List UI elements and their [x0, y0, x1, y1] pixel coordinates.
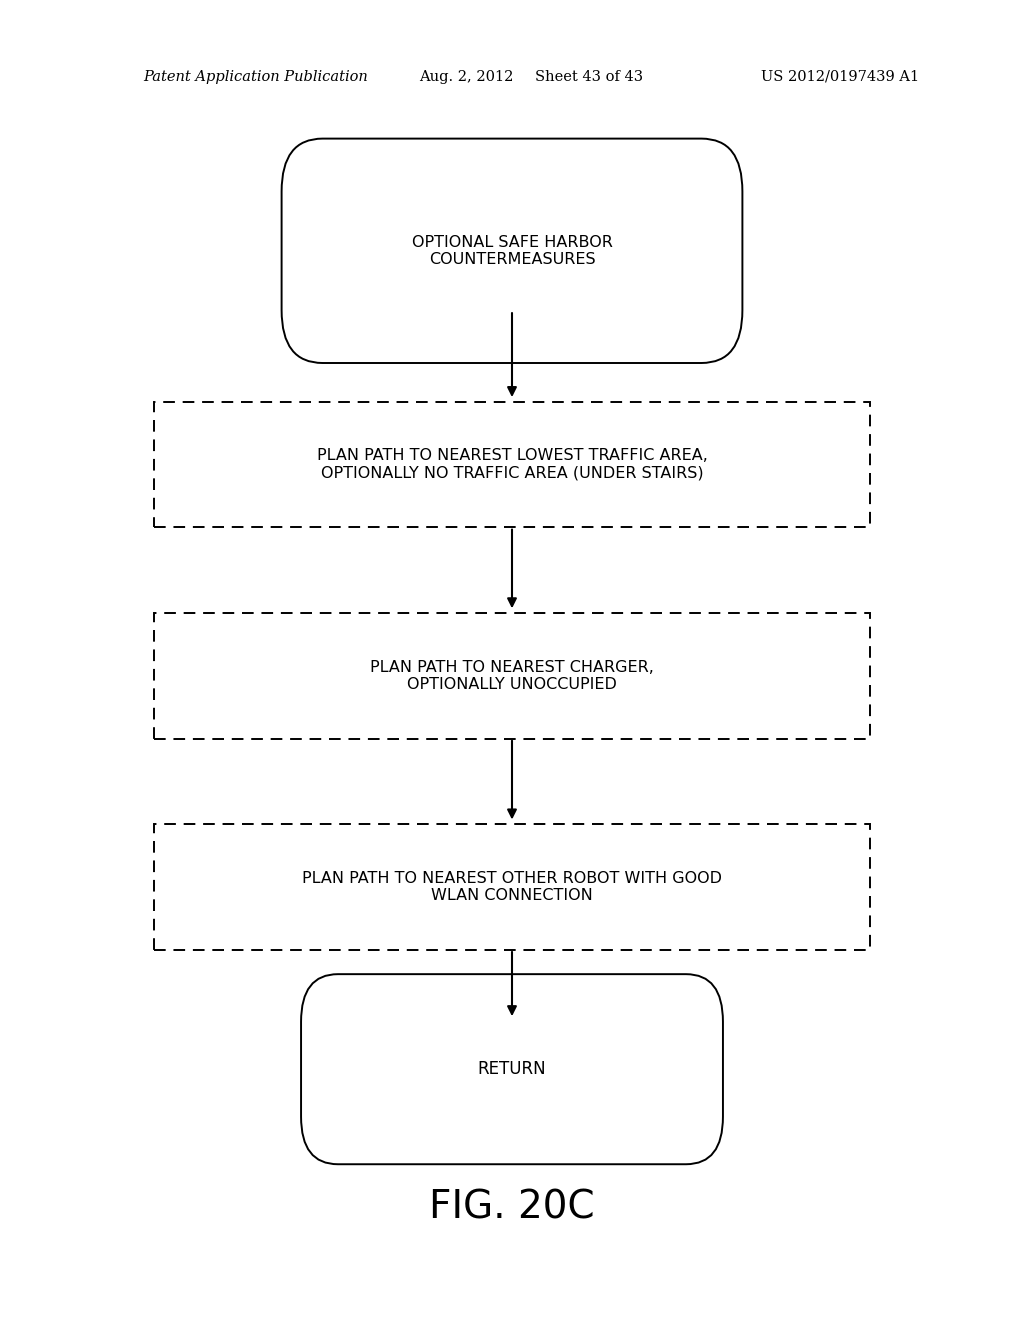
Text: PLAN PATH TO NEAREST LOWEST TRAFFIC AREA,
OPTIONALLY NO TRAFFIC AREA (UNDER STAI: PLAN PATH TO NEAREST LOWEST TRAFFIC AREA… [316, 449, 708, 480]
Text: PLAN PATH TO NEAREST CHARGER,
OPTIONALLY UNOCCUPIED: PLAN PATH TO NEAREST CHARGER, OPTIONALLY… [370, 660, 654, 692]
Text: US 2012/0197439 A1: US 2012/0197439 A1 [761, 70, 919, 83]
FancyBboxPatch shape [154, 824, 870, 950]
Text: FIG. 20C: FIG. 20C [429, 1189, 595, 1226]
FancyBboxPatch shape [282, 139, 742, 363]
Text: OPTIONAL SAFE HARBOR
COUNTERMEASURES: OPTIONAL SAFE HARBOR COUNTERMEASURES [412, 235, 612, 267]
FancyBboxPatch shape [154, 401, 870, 527]
Text: RETURN: RETURN [477, 1060, 547, 1078]
Text: PLAN PATH TO NEAREST OTHER ROBOT WITH GOOD
WLAN CONNECTION: PLAN PATH TO NEAREST OTHER ROBOT WITH GO… [302, 871, 722, 903]
Text: Sheet 43 of 43: Sheet 43 of 43 [535, 70, 643, 83]
Text: Aug. 2, 2012: Aug. 2, 2012 [419, 70, 513, 83]
FancyBboxPatch shape [154, 612, 870, 739]
Text: Patent Application Publication: Patent Application Publication [143, 70, 368, 83]
FancyBboxPatch shape [301, 974, 723, 1164]
